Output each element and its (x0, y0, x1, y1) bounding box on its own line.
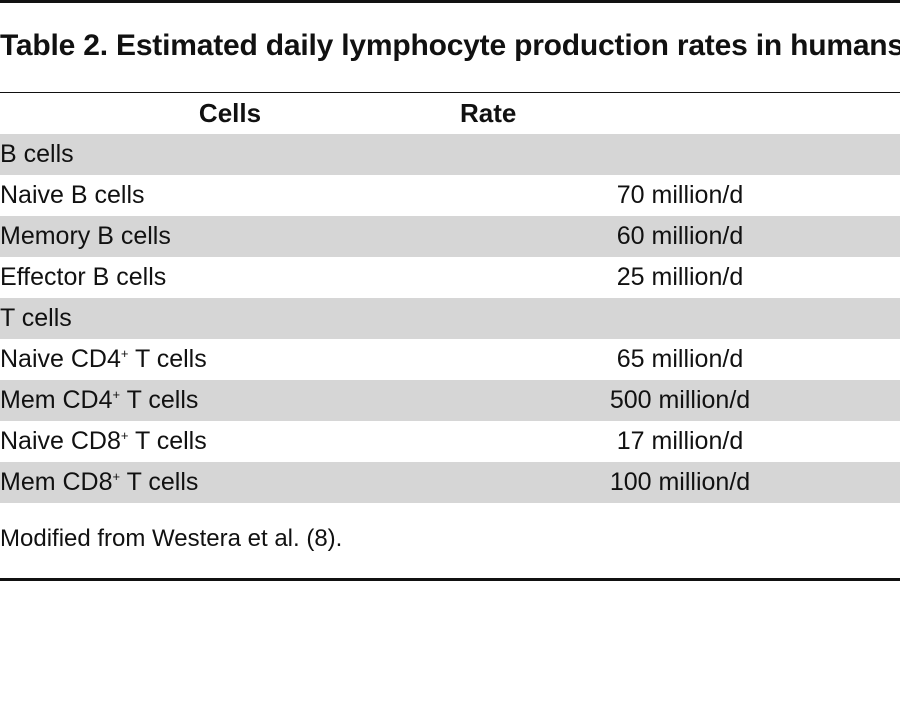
column-header-rate: Rate (460, 98, 517, 128)
row-label-text: Naive CD8 (0, 427, 121, 455)
row-label-suffix: T cells (120, 468, 199, 496)
row-rate: 70 million/d (616, 181, 744, 209)
table-row-effector-b-cells: Effector B cells 25 million/d (0, 257, 900, 298)
row-rate (460, 298, 900, 339)
row-rate: 100 million/d (460, 462, 900, 503)
title-rule (0, 92, 900, 93)
superscript-plus: + (112, 469, 121, 484)
row-rate: 500 million/d (460, 380, 900, 421)
row-label-text: Naive CD4 (0, 345, 121, 373)
top-rule (0, 0, 900, 3)
row-rate: 60 million/d (460, 216, 900, 257)
row-rate: 65 million/d (616, 345, 744, 373)
row-label: Memory B cells (0, 216, 460, 257)
table-row-group-b-cells: B cells (0, 134, 900, 175)
row-label-text: Mem CD4 (0, 386, 113, 414)
production-rates-table: Cells Rate B cells Naive B cells 70 mill… (0, 93, 900, 503)
header-row: Cells Rate (0, 93, 900, 134)
table-row-naive-b-cells: Naive B cells 70 million/d (0, 175, 900, 216)
column-header-cells: Cells (198, 98, 262, 128)
table-row-mem-cd8-t-cells: Mem CD8+ T cells 100 million/d (0, 462, 900, 503)
row-label: Mem CD4+ T cells (0, 380, 460, 421)
superscript-plus: + (120, 346, 129, 361)
superscript-plus: + (120, 428, 129, 443)
table-row-mem-cd4-t-cells: Mem CD4+ T cells 500 million/d (0, 380, 900, 421)
table-row-naive-cd4-t-cells: Naive CD4+ T cells 65 million/d (0, 339, 900, 380)
row-rate: 17 million/d (616, 427, 744, 455)
row-label-text: Mem CD8 (0, 468, 113, 496)
row-label-suffix: T cells (128, 345, 207, 373)
row-label-suffix: T cells (128, 427, 207, 455)
table-row-group-t-cells: T cells (0, 298, 900, 339)
row-label: Effector B cells (0, 263, 167, 291)
table-row-naive-cd8-t-cells: Naive CD8+ T cells 17 million/d (0, 421, 900, 462)
table-row-memory-b-cells: Memory B cells 60 million/d (0, 216, 900, 257)
row-rate: 25 million/d (616, 263, 744, 291)
row-label: Naive B cells (0, 181, 145, 209)
row-label: B cells (0, 134, 460, 175)
row-label: T cells (0, 298, 460, 339)
row-label-suffix: T cells (120, 386, 199, 414)
row-rate (460, 134, 900, 175)
bottom-rule (0, 578, 900, 581)
table-title: Table 2. Estimated daily lymphocyte prod… (0, 29, 900, 62)
row-label: Naive CD8+ T cells (0, 421, 460, 462)
row-label: Mem CD8+ T cells (0, 462, 460, 503)
table-footnote: Modified from Westera et al. (8). (0, 525, 343, 552)
superscript-plus: + (112, 387, 121, 402)
row-label: Naive CD4+ T cells (0, 339, 460, 380)
